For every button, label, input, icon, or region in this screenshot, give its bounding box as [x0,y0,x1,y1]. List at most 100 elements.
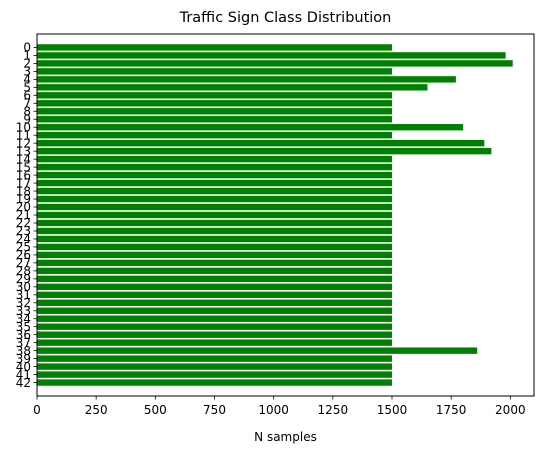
y-tick-label: 30 [16,280,31,294]
y-tick-label: 28 [16,264,31,278]
y-tick-label: 32 [16,296,31,310]
bar-class-14 [37,155,392,163]
y-tick-label: 23 [16,224,31,238]
y-tick-label: 1 [23,49,31,63]
bar-class-19 [37,195,392,203]
bar-class-39 [37,355,392,362]
bar-class-10 [37,124,463,131]
bar-class-33 [37,307,392,314]
bar-class-5 [37,84,428,91]
bar-class-1 [37,52,506,59]
y-tick-label: 13 [16,144,31,158]
y-tick-label: 19 [16,192,31,206]
x-tick-label: 1500 [377,403,408,417]
x-tick-label: 2000 [495,403,526,417]
y-tick-label: 31 [16,288,31,302]
bar-class-20 [37,203,392,211]
y-tick-label: 20 [16,200,31,214]
bar-class-12 [37,139,485,147]
bar-class-42 [37,379,392,386]
bar-class-4 [37,76,456,83]
y-tick-label: 26 [16,248,31,262]
bar-class-0 [37,44,392,51]
y-tick-label: 42 [16,376,31,390]
bar-class-38 [37,347,478,354]
x-axis-label: N samples [254,430,317,444]
bar-class-7 [37,100,392,107]
bar-class-13 [37,147,492,155]
y-tick-label: 37 [16,336,31,350]
y-tick-label: 40 [16,360,31,374]
plot-frame [36,33,535,397]
y-tick-label: 15 [16,160,31,174]
bar-class-29 [37,275,392,283]
y-tick-label: 36 [16,328,31,342]
y-tick-label: 27 [16,256,31,270]
bar-class-24 [37,235,392,243]
bar-class-27 [37,259,392,267]
y-tick-label: 2 [23,57,31,71]
bar-class-17 [37,179,392,187]
y-tick-label: 38 [16,344,31,358]
bar-class-26 [37,251,392,259]
y-tick-label: 10 [16,120,31,134]
bar-class-22 [37,219,392,227]
y-tick-label: 11 [16,128,31,142]
bar-class-21 [37,211,392,219]
y-tick-label: 12 [16,136,31,150]
chart-title: Traffic Sign Class Distribution [179,10,392,26]
bar-class-16 [37,171,392,179]
bar-class-9 [37,116,392,123]
y-tick-label: 9 [23,112,31,126]
bar-class-6 [37,92,392,99]
y-tick-label: 22 [16,216,31,230]
bar-class-36 [37,331,392,338]
ticks-layer: 0123456789101112131415161718192021222324… [16,41,526,417]
y-tick-label: 21 [16,208,31,222]
y-tick-label: 39 [16,352,31,366]
x-tick-label: 750 [203,403,226,417]
x-tick-label: 1250 [318,403,349,417]
y-tick-label: 16 [16,168,31,182]
y-tick-label: 3 [23,65,31,79]
y-tick-label: 18 [16,184,31,198]
bar-class-32 [37,299,392,306]
x-tick-label: 1000 [258,403,289,417]
bars-layer [37,44,513,386]
bar-class-34 [37,315,392,322]
y-tick-label: 33 [16,304,31,318]
y-tick-label: 17 [16,176,31,190]
bar-class-30 [37,283,392,291]
bar-class-35 [37,323,392,330]
y-tick-label: 4 [23,73,31,87]
bar-class-28 [37,267,392,275]
bar-class-18 [37,187,392,195]
bar-class-3 [37,68,392,75]
y-tick-label: 5 [23,81,31,95]
x-tick-label: 500 [144,403,167,417]
y-tick-label: 24 [16,232,31,246]
y-tick-label: 41 [16,368,31,382]
y-tick-label: 0 [23,41,31,55]
bar-class-37 [37,339,392,346]
y-tick-label: 7 [23,96,31,110]
bar-class-40 [37,363,392,370]
bar-class-8 [37,108,392,115]
x-tick-label: 250 [85,403,108,417]
bar-class-41 [37,371,392,378]
y-tick-label: 6 [23,89,31,103]
y-tick-label: 35 [16,320,31,334]
bar-class-15 [37,163,392,171]
y-tick-label: 29 [16,272,31,286]
bar-class-31 [37,291,392,298]
y-tick-label: 34 [16,312,31,326]
y-tick-label: 25 [16,240,31,254]
y-tick-label: 8 [23,104,31,118]
x-tick-label: 1750 [436,403,467,417]
x-tick-label: 0 [33,403,41,417]
y-tick-label: 14 [16,152,31,166]
bar-class-25 [37,243,392,251]
bar-class-2 [37,60,513,67]
